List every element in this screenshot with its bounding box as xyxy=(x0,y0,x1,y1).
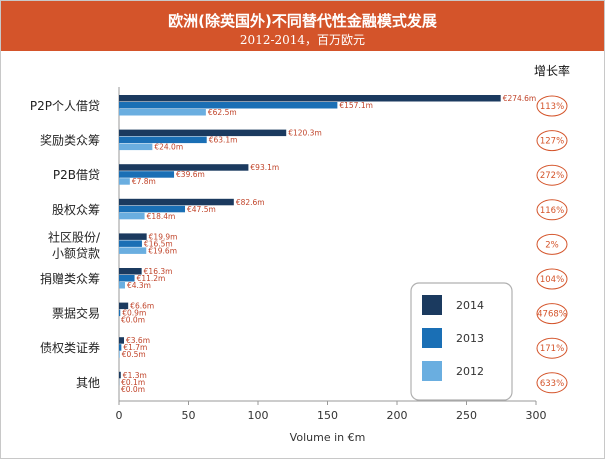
category-label: 奖励类众筹 xyxy=(40,134,100,148)
bar-2012 xyxy=(119,247,147,254)
value-label: €18.4m xyxy=(147,212,176,221)
growth-rate-circle xyxy=(536,199,568,221)
value-label: €39.6m xyxy=(176,170,205,179)
value-label: €11.2m xyxy=(137,274,166,283)
growth-rate-value: 272% xyxy=(540,171,564,181)
value-label: €47.5m xyxy=(187,205,216,214)
x-tick-label: 100 xyxy=(248,409,269,422)
value-label: €4.3m xyxy=(127,281,151,290)
value-label: €7.8m xyxy=(132,177,156,186)
bar-2014 xyxy=(119,95,501,102)
category-label: 债权类证券 xyxy=(40,340,100,355)
legend-swatch-2013 xyxy=(422,328,442,348)
bar-2014 xyxy=(119,337,125,344)
growth-rate-circle xyxy=(536,372,568,394)
bar-2014 xyxy=(119,129,287,137)
value-label: €3.6m xyxy=(126,336,150,345)
value-label: €157.1m xyxy=(339,101,373,110)
bar-2014 xyxy=(119,198,234,206)
chart-title: 欧洲(除英国外)不同替代性金融模式发展 xyxy=(168,12,437,30)
value-label: €0.1m xyxy=(121,378,145,387)
growth-rate-value: 633% xyxy=(540,379,564,389)
growth-rate-value: 113% xyxy=(540,102,564,112)
growth-rate-value: 127% xyxy=(540,137,564,147)
value-label: €6.6m xyxy=(130,302,154,311)
value-label: €0.0m xyxy=(121,316,145,325)
category-label: 社区股份/ xyxy=(48,229,101,244)
value-label: €0.0m xyxy=(121,385,145,394)
value-label: €0.5m xyxy=(122,350,146,359)
bar-2014 xyxy=(119,268,142,275)
value-label: €62.5m xyxy=(208,108,237,117)
value-label: €16.5m xyxy=(144,239,173,248)
bar-2014 xyxy=(119,302,129,310)
bar-2012 xyxy=(119,282,125,289)
bar-2013 xyxy=(119,309,121,317)
category-label: P2P个人借贷 xyxy=(30,99,100,113)
chart-header: 欧洲(除英国外)不同替代性金融模式发展 2012-2014，百万欧元 xyxy=(1,1,604,51)
growth-rate-value: 4768% xyxy=(537,310,567,320)
x-tick-label: 300 xyxy=(526,409,547,422)
growth-rate-value: 116% xyxy=(540,206,564,216)
growth-rate-circle xyxy=(536,337,568,359)
value-label: €82.6m xyxy=(236,198,265,207)
growth-rate-circle xyxy=(536,95,568,117)
value-label: €93.1m xyxy=(250,163,279,172)
value-label: €0.9m xyxy=(122,309,146,318)
bar-2013 xyxy=(119,275,135,282)
bar-2013 xyxy=(119,240,142,247)
legend-label: 2013 xyxy=(456,332,484,345)
bar-2013 xyxy=(119,205,186,213)
category-label: 捐赠类众筹 xyxy=(40,272,100,286)
value-label: €274.6m xyxy=(503,94,537,103)
bar-2014 xyxy=(119,233,147,240)
category-label: 股权众筹 xyxy=(52,203,100,217)
value-label: €1.3m xyxy=(123,371,147,380)
x-tick-label: 200 xyxy=(387,409,408,422)
bar-2013 xyxy=(119,344,122,351)
value-label: €19.6m xyxy=(148,246,177,255)
growth-rate-circle xyxy=(536,164,568,186)
bar-2012 xyxy=(119,212,145,220)
growth-rate-value: 104% xyxy=(540,275,564,285)
value-label: €1.7m xyxy=(123,343,147,352)
bar-2012 xyxy=(119,109,206,116)
legend-label: 2014 xyxy=(456,299,484,312)
bar-2014 xyxy=(119,164,249,171)
legend-swatch-2012 xyxy=(422,361,442,381)
value-label: €120.3m xyxy=(288,129,322,138)
bar-2012 xyxy=(119,178,130,185)
growth-rate-circle xyxy=(536,130,568,152)
growth-rate-value: 2% xyxy=(545,240,559,250)
bar-2013 xyxy=(119,136,207,144)
bar-2012 xyxy=(119,143,153,151)
bar-2014 xyxy=(119,371,121,379)
growth-rate-circle xyxy=(536,268,568,290)
category-label: 票据交易 xyxy=(52,306,100,321)
bar-2012 xyxy=(119,351,120,358)
x-tick-label: 50 xyxy=(182,409,196,422)
x-tick-label: 150 xyxy=(317,409,338,422)
x-tick-label: 250 xyxy=(456,409,477,422)
bar-2013 xyxy=(119,171,175,178)
chart-subtitle: 2012-2014，百万欧元 xyxy=(239,33,366,47)
value-label: €63.1m xyxy=(209,136,238,145)
category-label: 小额贷款 xyxy=(52,246,100,260)
value-label: €24.0m xyxy=(154,143,183,152)
growth-rate-circle xyxy=(536,233,568,255)
growth-rate-circle xyxy=(536,303,568,325)
value-label: €19.9m xyxy=(149,232,178,241)
category-label: P2B借贷 xyxy=(53,168,100,182)
value-label: €16.3m xyxy=(144,267,173,276)
x-axis-title: Volume in €m xyxy=(290,431,366,444)
growth-rate-header: 增长率 xyxy=(534,63,570,78)
legend-label: 2012 xyxy=(456,365,484,378)
legend-swatch-2014 xyxy=(422,295,442,315)
bar-2013 xyxy=(119,102,338,109)
growth-rate-value: 171% xyxy=(540,344,564,354)
x-tick-label: 0 xyxy=(116,409,123,422)
category-label: 其他 xyxy=(76,376,100,390)
